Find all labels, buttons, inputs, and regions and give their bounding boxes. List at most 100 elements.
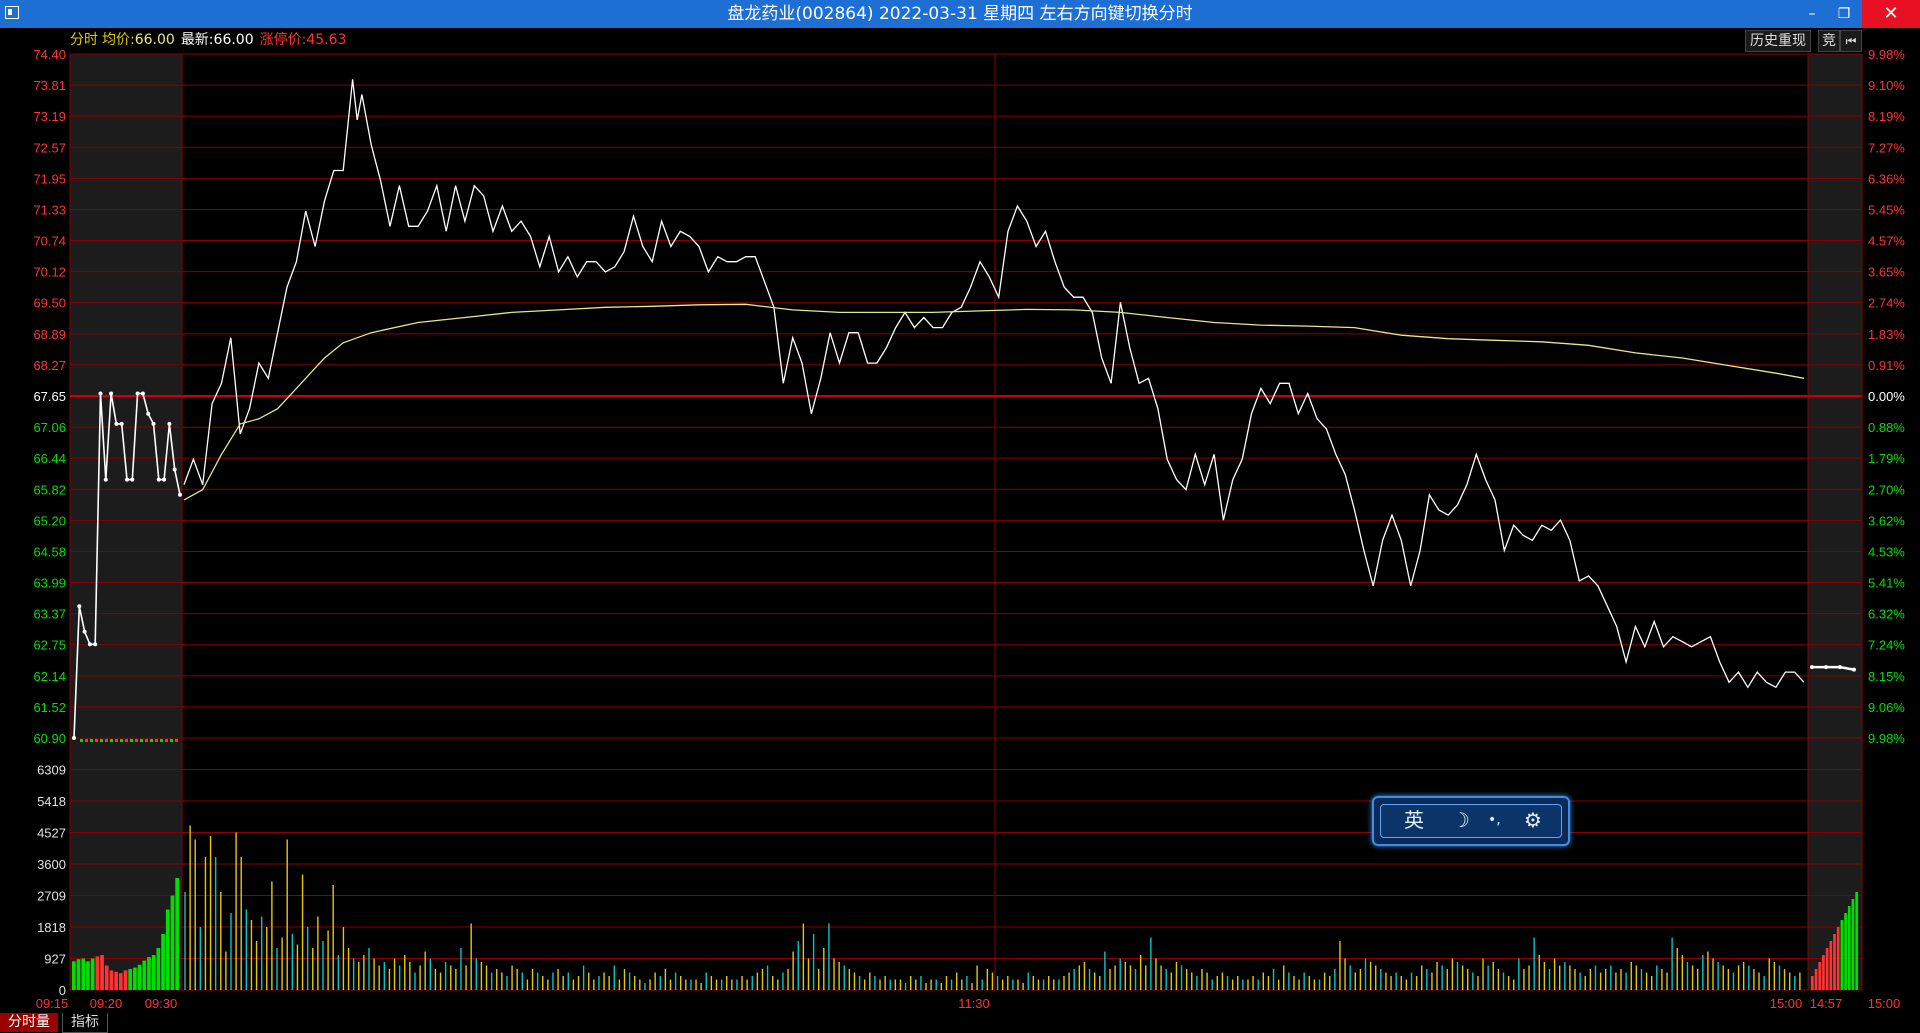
maximize-button[interactable]: ❐	[1837, 6, 1851, 22]
auction-point	[93, 642, 98, 647]
price-tick-label: 73.19	[33, 109, 66, 124]
time-label: 09:30	[145, 996, 178, 1011]
auction-zone	[70, 54, 182, 990]
volume-bar	[104, 965, 109, 990]
time-label: 09:20	[90, 996, 123, 1011]
price-tick-label: 72.57	[33, 140, 66, 155]
auction-point	[156, 477, 161, 482]
auction-point	[178, 492, 182, 497]
avg-label: 均价:	[102, 32, 135, 48]
volume-tick-label: 2709	[37, 889, 66, 904]
close-button[interactable]: ✕	[1862, 0, 1920, 28]
price-tick-label: 71.33	[33, 202, 66, 217]
pct-tick-label: 5.41%	[1868, 576, 1905, 591]
moon-icon[interactable]: ☽	[1452, 808, 1470, 832]
pct-tick-label: 4.53%	[1868, 544, 1905, 559]
history-replay-button[interactable]: 历史重现	[1745, 30, 1811, 52]
volume-bar	[137, 964, 142, 990]
pct-tick-label: 1.79%	[1868, 451, 1905, 466]
pct-tick-label: 4.57%	[1868, 234, 1905, 249]
pct-tick-label: 8.15%	[1868, 669, 1905, 684]
volume-tick-label: 927	[44, 952, 66, 967]
volume-tick-label: 0	[59, 983, 66, 998]
auction-point	[119, 421, 124, 426]
time-label: 15:00	[1868, 996, 1901, 1011]
auction-point	[82, 629, 87, 634]
volume-bar	[1840, 920, 1844, 990]
auction-point	[135, 391, 140, 396]
pct-tick-label: 9.06%	[1868, 700, 1905, 715]
auction-point	[125, 477, 129, 482]
price-tick-label: 70.12	[33, 265, 66, 280]
price-tick-label: 62.14	[33, 669, 66, 684]
post-point	[1852, 667, 1856, 672]
fenshi-label: 分时	[70, 32, 98, 48]
pct-tick-label: 2.70%	[1868, 482, 1905, 497]
limit-value: 45.63	[306, 32, 347, 48]
minimize-button[interactable]: –	[1808, 6, 1816, 22]
volume-bar	[1851, 899, 1855, 990]
volume-bar	[95, 956, 100, 990]
app-icon[interactable]	[5, 6, 19, 19]
volume-bar	[1825, 948, 1829, 990]
volume-bar	[90, 958, 95, 990]
auction-tick	[85, 739, 88, 742]
chart-frame	[69, 53, 1863, 991]
volume-bar	[1833, 934, 1836, 990]
price-tick-label: 67.65	[33, 389, 66, 404]
tab-indicator[interactable]: 指标	[62, 1013, 108, 1033]
volume-bar	[142, 960, 147, 990]
volume-bar	[72, 961, 76, 990]
auction-point	[172, 467, 177, 472]
auction-tick	[135, 739, 138, 742]
auction-toggle-button[interactable]: 竞	[1818, 30, 1840, 52]
volume-bar	[128, 969, 133, 990]
volume-bar	[1818, 962, 1822, 990]
avg-value: 66.00	[134, 32, 175, 48]
auction-point	[87, 642, 92, 647]
auction-point	[114, 421, 119, 426]
pct-tick-label: 9.98%	[1868, 47, 1905, 62]
price-tick-label: 62.75	[33, 638, 66, 653]
price-tick-label: 65.82	[33, 482, 66, 497]
tab-volume[interactable]: 分时量	[0, 1013, 58, 1032]
auction-point	[167, 421, 172, 426]
pct-tick-label: 7.24%	[1868, 638, 1905, 653]
volume-bar	[114, 971, 118, 990]
volume-bar	[1829, 941, 1833, 990]
volume-bar	[1836, 927, 1840, 990]
limit-label: 涨停价:	[259, 32, 307, 48]
pct-tick-label: 2.74%	[1868, 296, 1905, 311]
volume-bar	[165, 909, 170, 990]
auction-tick	[170, 739, 173, 742]
latest-label: 最新:	[180, 32, 214, 48]
auction-point	[151, 421, 156, 426]
quote-info-bar: 分时 均价:66.00 最新:66.00 涨停价:45.63	[70, 31, 352, 49]
auction-tick	[115, 739, 118, 742]
price-tick-label: 65.20	[33, 513, 66, 528]
auction-tick	[90, 739, 93, 742]
volume-bar	[118, 973, 123, 990]
volume-bar	[1814, 969, 1818, 990]
volume-bar	[151, 955, 156, 990]
gear-icon[interactable]: ⚙	[1524, 808, 1542, 832]
ime-toolbar[interactable]: 英 ☽ •, ⚙	[1372, 796, 1570, 846]
punctuation-icon[interactable]: •,	[1488, 812, 1501, 828]
auction-tick	[175, 739, 178, 742]
volume-bar	[1847, 906, 1851, 990]
pct-tick-label: 6.32%	[1868, 607, 1905, 622]
back-to-start-icon[interactable]: ⏮	[1840, 30, 1862, 52]
auction-tick	[125, 739, 128, 742]
volume-bar	[133, 967, 137, 990]
price-tick-label: 68.27	[33, 358, 66, 373]
ime-inner-panel	[1380, 804, 1562, 838]
volume-bar	[156, 948, 161, 990]
volume-bar	[147, 957, 151, 990]
ime-lang-toggle[interactable]: 英	[1404, 808, 1424, 832]
avg-price-line	[183, 303, 1805, 501]
price-tick-label: 61.52	[33, 700, 66, 715]
pct-tick-label: 6.36%	[1868, 171, 1905, 186]
post-point	[1810, 665, 1814, 670]
price-tick-label: 64.58	[33, 544, 66, 559]
